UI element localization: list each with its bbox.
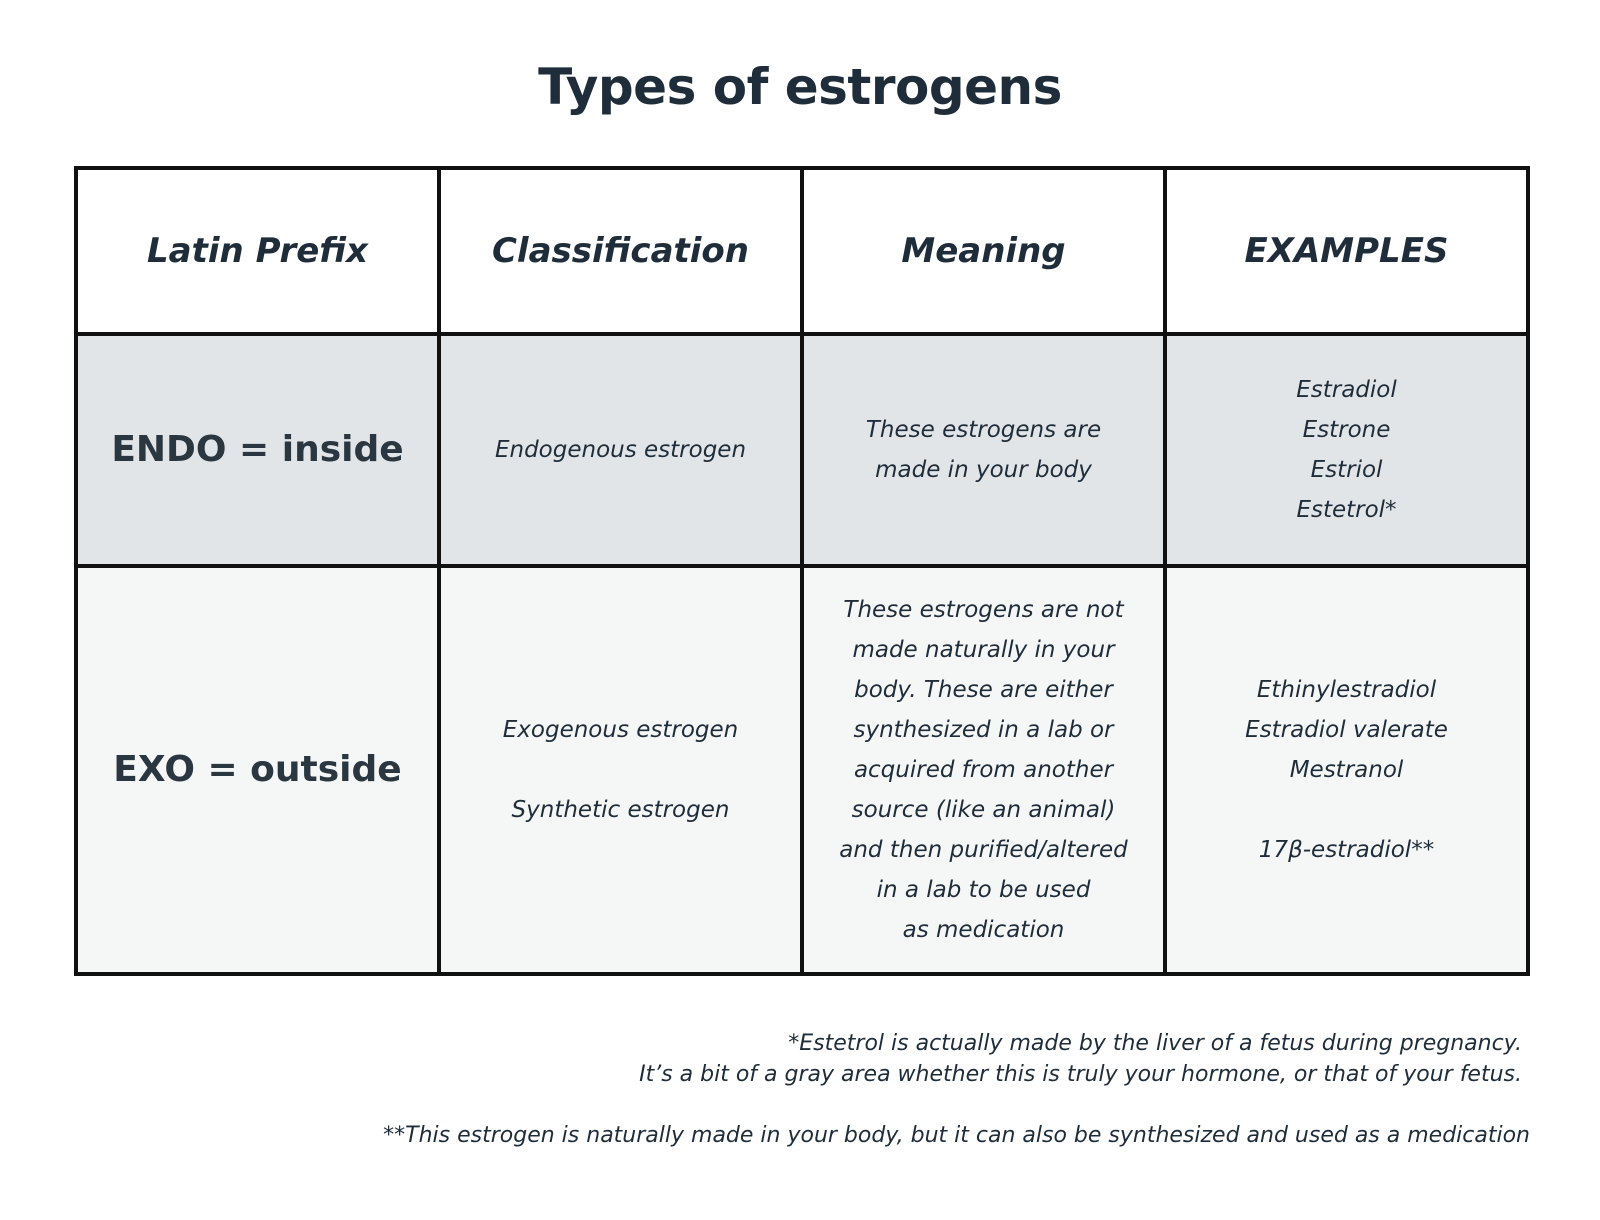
- title: Types of estrogens: [538, 58, 1062, 116]
- paragraph: These estrogens are not made naturally in…: [814, 590, 1153, 950]
- paragraph: Exogenous estrogen: [451, 710, 790, 750]
- cell-line: Estriol: [1310, 457, 1383, 483]
- cell-line: Ethinylestradiol: [1256, 677, 1437, 703]
- cell-line: Estradiol: [1296, 377, 1397, 403]
- prefix: EXO = outside: [113, 749, 402, 790]
- cell-line: made in your body: [875, 457, 1092, 483]
- cell-line: body. These are either: [854, 677, 1113, 703]
- cell-line: and then purified/altered: [839, 837, 1128, 863]
- cell-line: Endogenous estrogen: [494, 437, 747, 463]
- cell-line: These estrogens are: [865, 417, 1102, 443]
- header-cell: EXAMPLES: [1163, 166, 1530, 336]
- table-cell: Exogenous estrogen Synthetic estrogen: [437, 564, 804, 976]
- paragraph: Synthetic estrogen: [451, 790, 790, 830]
- cell-line: 17β-estradiol**: [1258, 837, 1435, 863]
- cell-line: in a lab to be used: [876, 877, 1091, 903]
- cell-line: source (like an animal): [851, 797, 1116, 823]
- table-cell: ENDO = inside: [74, 332, 441, 568]
- paragraph: EXO = outside: [88, 748, 427, 792]
- cell-line: Mestranol: [1289, 757, 1404, 783]
- table-row: ENDO = inside Endogenous estrogen These es…: [74, 332, 1530, 568]
- footnote-line: *Estetrol is actually made by the liver …: [788, 1031, 1522, 1056]
- cell-line: as medication: [902, 917, 1065, 943]
- estrogen-table: Latin Prefix Classification Meaning EXAMPLE…: [74, 166, 1530, 976]
- header-row: Latin Prefix Classification Meaning EXAMPLE…: [74, 166, 1530, 336]
- paragraph: Endogenous estrogen: [451, 430, 790, 470]
- cell-line: Estrone: [1302, 417, 1391, 443]
- paragraph: ENDO = inside: [88, 428, 427, 472]
- table-cell: Estradiol Estrone Estriol Estetrol*: [1163, 332, 1530, 568]
- cell-line: synthesized in a lab or: [853, 717, 1114, 743]
- paragraph: These estrogens are made in your body: [814, 410, 1153, 490]
- footnote-line: It’s a bit of a gray area whether this i…: [639, 1062, 1522, 1087]
- paragraph: Ethinylestradiol Estradiol valerate Mestra…: [1177, 670, 1516, 790]
- paragraph: 17β-estradiol**: [1177, 830, 1516, 870]
- cell-line: Synthetic estrogen: [511, 797, 730, 823]
- cell-line: Exogenous estrogen: [502, 717, 739, 743]
- cell-line: Estetrol*: [1296, 497, 1397, 523]
- header-cell: Classification: [437, 166, 804, 336]
- footnote: **This estrogen is naturally made in you…: [383, 1120, 1530, 1151]
- cell-line: made naturally in your: [852, 637, 1115, 663]
- cell-line: These estrogens are not: [843, 597, 1124, 623]
- table-cell: EXO = outside: [74, 564, 441, 976]
- footnote-line: **This estrogen is naturally made in you…: [383, 1123, 1530, 1148]
- table-cell: Ethinylestradiol Estradiol valerate Mestra…: [1163, 564, 1530, 976]
- prefix: ENDO = inside: [111, 429, 404, 470]
- table-row: EXO = outside Exogenous estrogen Synthetic…: [74, 564, 1530, 976]
- table-cell: Endogenous estrogen: [437, 332, 804, 568]
- paragraph: Estradiol Estrone Estriol Estetrol*: [1177, 370, 1516, 530]
- cell-line: Estradiol valerate: [1245, 717, 1448, 743]
- header-cell: Meaning: [800, 166, 1167, 336]
- table-cell: These estrogens are made in your body: [800, 332, 1167, 568]
- header-cell: Latin Prefix: [74, 166, 441, 336]
- table-cell: These estrogens are not made naturally in…: [800, 564, 1167, 976]
- cell-line: acquired from another: [853, 757, 1114, 783]
- footnote: *Estetrol is actually made by the liver …: [639, 1028, 1522, 1090]
